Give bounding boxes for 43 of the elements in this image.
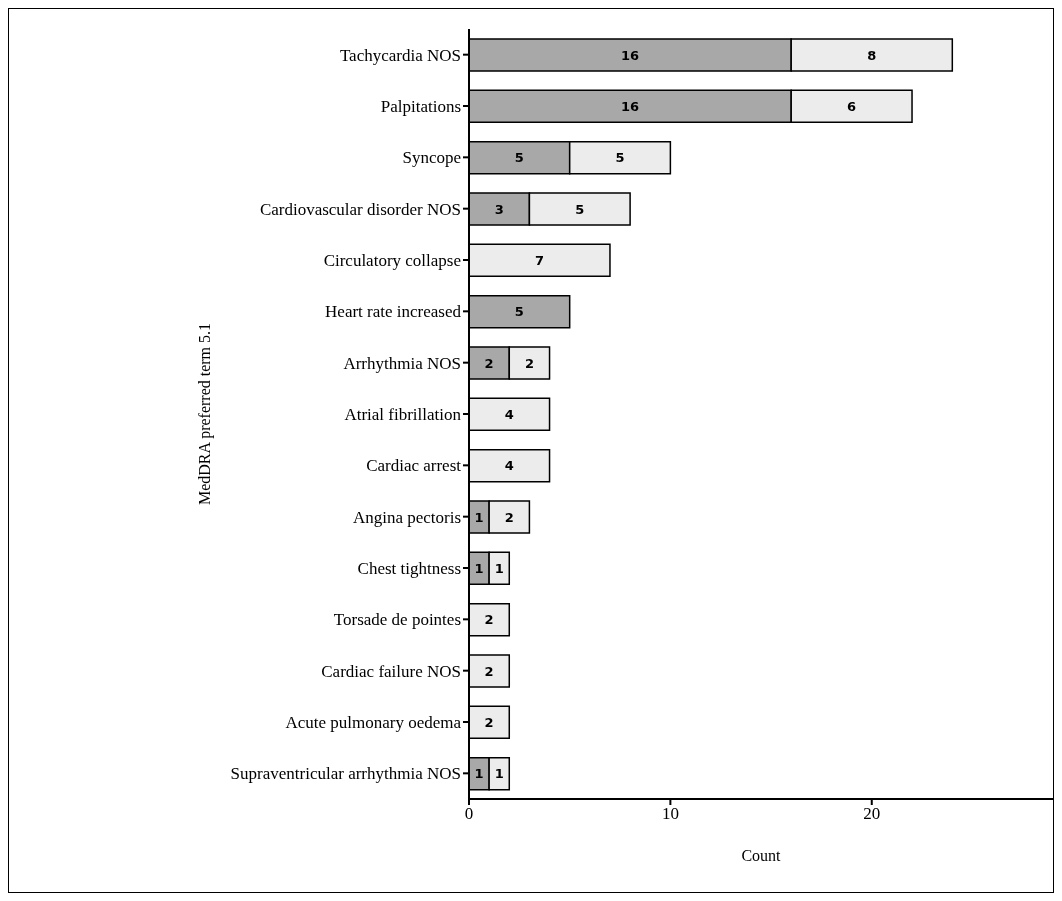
data-label: 1 <box>474 560 484 576</box>
data-label: 6 <box>847 98 857 114</box>
data-label: 4 <box>504 406 514 422</box>
y-tick-label: Tachycardia NOS <box>339 45 461 65</box>
data-label: 1 <box>494 560 504 576</box>
data-label: 2 <box>484 612 494 628</box>
data-label: 5 <box>514 304 524 320</box>
data-label: 16 <box>621 98 640 114</box>
data-label: 5 <box>575 201 585 217</box>
x-tick-label: 20 <box>863 804 881 824</box>
data-label: 2 <box>504 509 514 525</box>
data-label: 16 <box>621 47 640 63</box>
y-tick-label: Cardiac failure NOS <box>321 661 461 681</box>
x-tick-label: 0 <box>464 804 474 824</box>
data-label: 1 <box>474 766 484 782</box>
data-label: 2 <box>524 355 534 371</box>
x-axis-title: Count <box>741 847 782 864</box>
y-tick-label: Atrial fibrillation <box>344 405 462 425</box>
y-tick-label: Syncope <box>402 148 461 168</box>
y-tick-label: Cardiac arrest <box>366 456 462 476</box>
data-label: 2 <box>484 355 494 371</box>
y-tick-label: Heart rate increased <box>325 302 462 322</box>
x-tick-label: 10 <box>661 804 679 824</box>
data-label: 5 <box>514 150 524 166</box>
data-label: 2 <box>484 663 494 679</box>
data-label: 1 <box>474 509 484 525</box>
y-tick-label: Cardiovascular disorder NOS <box>259 199 461 219</box>
y-tick-label: Arrhythmia NOS <box>343 353 461 373</box>
y-tick-label: Torsade de pointes <box>333 610 461 630</box>
data-label: 5 <box>615 150 625 166</box>
data-label: 1 <box>494 766 504 782</box>
data-label: 2 <box>484 714 494 730</box>
y-tick-label: Acute pulmonary oedema <box>285 713 462 733</box>
y-tick-label: Supraventricular arrhythmia NOS <box>230 764 461 784</box>
y-axis-title: MedDRA preferred term 5.1 <box>195 322 214 506</box>
y-tick-label: Angina pectoris <box>352 507 461 527</box>
y-tick-label: Chest tightness <box>357 559 461 579</box>
y-tick-label: Palpitations <box>380 97 461 117</box>
data-label: 7 <box>534 252 545 268</box>
y-tick-label: Circulatory collapse <box>323 251 461 271</box>
data-label: 3 <box>494 201 504 217</box>
data-label: 4 <box>504 458 514 474</box>
data-label: 8 <box>867 47 877 63</box>
